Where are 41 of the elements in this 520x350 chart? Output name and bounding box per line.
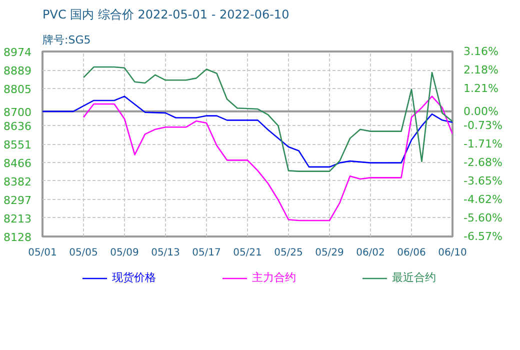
y2-tick-label: 3.16% [464,45,498,58]
legend-label: 现货价格 [112,270,156,285]
line-series [82,66,452,172]
y-tick-label: 8382 [4,175,32,188]
y-tick-label: 8889 [4,64,32,78]
x-tick-label: 06/10 [438,248,467,258]
y2-tick-label: 0.00% [464,105,498,118]
y2-tick-label: -6.57% [464,230,502,243]
ref-line-label: 8700 [4,106,32,119]
line-series [82,96,452,222]
y-tick-label: 8213 [4,212,32,226]
y2-tick-label: -5.60% [464,212,502,225]
x-tick-label: 05/25 [274,248,303,258]
y2-tick-label: -0.73% [464,118,502,132]
y-tick-label: 8636 [4,120,32,133]
y-tick-label: 8297 [4,194,32,208]
y-tick-label: 8128 [4,231,32,244]
legend-label: 主力合约 [252,270,296,285]
x-tick-label: 05/09 [110,248,139,258]
x-tick-label: 05/05 [69,248,98,258]
x-tick-label: 06/06 [397,248,426,258]
y-tick-label: 8805 [4,82,32,96]
x-tick-label: 05/21 [233,248,262,258]
x-tick-label: 06/02 [356,248,385,258]
x-tick-label: 05/13 [151,248,180,258]
y2-tick-label: -1.71% [464,138,502,151]
y2-tick-label: 1.21% [464,82,498,96]
y2-tick-label: -4.62% [464,192,502,206]
y-tick-label: 8974 [4,46,32,59]
x-tick-label: 05/17 [192,248,221,258]
chart-title: PVC 国内 综合价 2022-05-01 - 2022-06-10 [42,8,290,22]
y2-tick-label: -3.65% [464,174,502,188]
y-tick-label: 8466 [4,157,32,170]
chart-subtitle: 牌号:SG5 [42,34,91,46]
y2-tick-label: 2.18% [464,64,498,77]
legend-label: 最近合约 [392,270,436,285]
y2-tick-label: -2.68% [464,156,502,170]
x-tick-label: 05/29 [315,248,344,258]
line-series [42,96,452,168]
x-tick-label: 05/01 [28,248,57,258]
y-tick-label: 8551 [4,138,32,152]
